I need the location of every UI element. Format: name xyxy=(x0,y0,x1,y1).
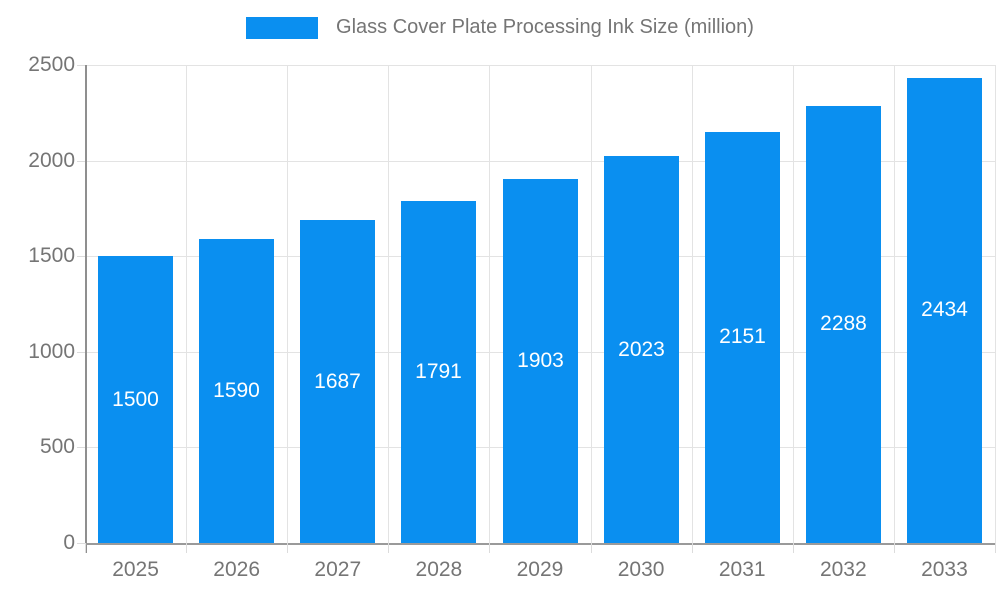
h-gridline-2500 xyxy=(85,65,995,66)
legend-label: Glass Cover Plate Processing Ink Size (m… xyxy=(336,16,754,38)
bar-value-label-2027: 1687 xyxy=(314,369,361,393)
y-tick-label-2000: 2000 xyxy=(28,148,75,172)
v-gridline-4 xyxy=(489,65,491,543)
y-tick-mark-2000 xyxy=(77,160,85,162)
plot-area: 1500 1590 1687 1791 1903 2023 2151 2288 2434 xyxy=(85,65,996,543)
y-tick-mark-500 xyxy=(77,447,85,449)
bar-value-label-2029: 1903 xyxy=(517,349,564,373)
x-tick-mark-2 xyxy=(287,543,289,553)
v-gridline-1 xyxy=(186,65,188,543)
bar-2032[interactable]: 2288 xyxy=(806,105,881,543)
x-tick-mark-7 xyxy=(792,543,794,553)
bar-value-label-2031: 2151 xyxy=(719,325,766,349)
y-tick-label-1500: 1500 xyxy=(28,244,75,268)
y-tick-mark-0 xyxy=(77,543,85,544)
y-tick-label-500: 500 xyxy=(39,435,75,459)
x-axis-line xyxy=(85,543,995,545)
y-tick-label-2500: 2500 xyxy=(28,53,75,76)
y-tick-label-1000: 1000 xyxy=(28,339,75,363)
v-gridline-3 xyxy=(388,65,390,543)
x-tick-mark-4 xyxy=(489,543,491,553)
x-tick-mark-6 xyxy=(691,543,693,553)
bar-value-label-2026: 1590 xyxy=(213,378,260,402)
x-tick-label-2029: 2029 xyxy=(516,558,564,581)
x-tick-label-2026: 2026 xyxy=(213,558,261,581)
v-gridline-9 xyxy=(995,65,996,543)
y-tick-label-0: 0 xyxy=(63,531,75,554)
x-tick-label-2033: 2033 xyxy=(921,558,968,581)
x-tick-label-2030: 2030 xyxy=(617,558,665,581)
x-tick-mark-9 xyxy=(995,543,996,553)
x-tick-label-2032: 2032 xyxy=(819,558,867,581)
h-gridline-2000 xyxy=(85,160,995,162)
x-tick-label-2027: 2027 xyxy=(314,558,362,581)
x-tick-label-2025: 2025 xyxy=(112,558,159,581)
x-tick-label-2028: 2028 xyxy=(415,558,463,581)
chart-legend[interactable]: Glass Cover Plate Processing Ink Size (m… xyxy=(0,16,1000,39)
bar-2028[interactable]: 1791 xyxy=(401,200,476,543)
x-tick-mark-3 xyxy=(388,543,390,553)
v-gridline-7 xyxy=(792,65,794,543)
bar-value-label-2033: 2434 xyxy=(921,298,968,322)
bar-2025[interactable]: 1500 xyxy=(98,256,173,543)
v-gridline-8 xyxy=(893,65,895,543)
bar-value-label-2025: 1500 xyxy=(112,387,159,411)
bar-2026[interactable]: 1590 xyxy=(199,238,274,543)
bar-2031[interactable]: 2151 xyxy=(705,131,780,543)
y-axis-line xyxy=(85,65,87,553)
x-tick-mark-8 xyxy=(893,543,895,553)
bar-value-label-2032: 2288 xyxy=(820,312,867,336)
v-gridline-6 xyxy=(691,65,693,543)
bar-value-label-2028: 1791 xyxy=(415,359,462,383)
v-gridline-5 xyxy=(590,65,592,543)
x-tick-label-2031: 2031 xyxy=(718,558,766,581)
y-tick-mark-1000 xyxy=(77,351,85,353)
bar-2027[interactable]: 1687 xyxy=(300,220,375,543)
bar-2033[interactable]: 2434 xyxy=(907,77,982,543)
x-tick-mark-0 xyxy=(85,543,86,553)
x-tick-mark-1 xyxy=(186,543,188,553)
x-tick-mark-5 xyxy=(590,543,592,553)
v-gridline-2 xyxy=(287,65,289,543)
legend-swatch-icon xyxy=(246,16,319,39)
y-tick-mark-1500 xyxy=(77,256,85,258)
bar-2029[interactable]: 1903 xyxy=(503,179,578,543)
bar-2030[interactable]: 2023 xyxy=(604,156,679,543)
bar-value-label-2030: 2023 xyxy=(618,337,665,361)
y-tick-mark-2500 xyxy=(77,65,85,66)
